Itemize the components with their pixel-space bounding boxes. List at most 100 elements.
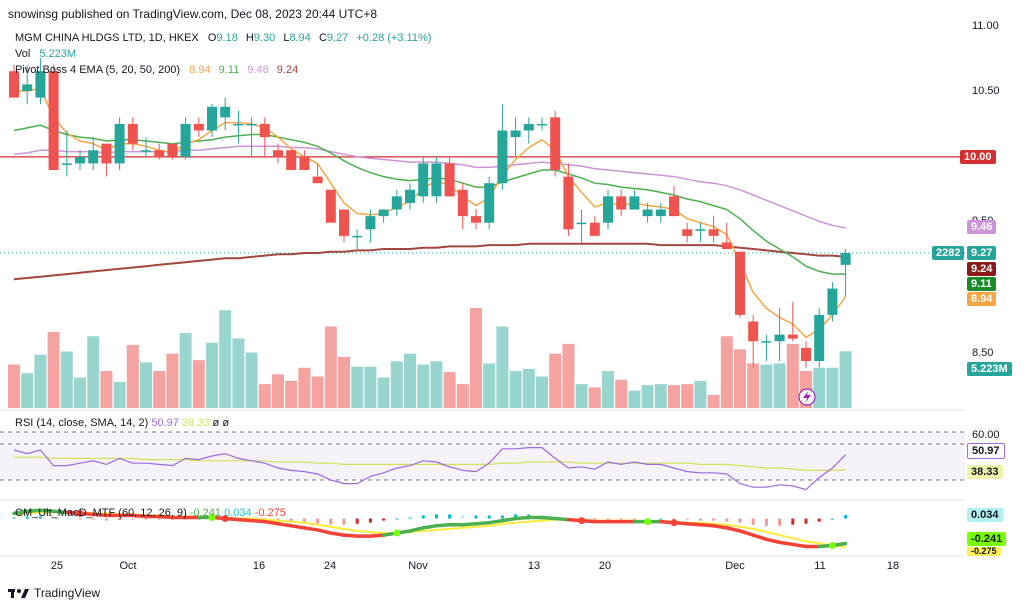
macd-histogram-bar: [632, 518, 636, 520]
candle-body: [167, 143, 178, 157]
volume-bar: [760, 364, 773, 408]
level-price-tag: 10.00: [960, 150, 996, 164]
volume-bar: [615, 379, 628, 408]
candle-body: [510, 130, 521, 138]
macd-line-segment: [236, 517, 254, 523]
candle-body: [207, 106, 217, 131]
macd-line-segment: [711, 524, 729, 530]
macd-histogram-bar: [514, 514, 518, 519]
candle-body: [827, 288, 838, 315]
volume-bar: [87, 336, 100, 408]
macd-line-segment: [249, 518, 267, 524]
macd-histogram-bar: [355, 518, 359, 524]
candle-body: [787, 334, 798, 339]
macd-line-segment: [91, 512, 109, 518]
macd-line-segment: [421, 524, 439, 530]
macd-histogram-bar: [698, 518, 702, 521]
candle-body: [484, 183, 495, 223]
candle-body: [141, 150, 151, 152]
date-tick: 13: [527, 560, 541, 572]
volume-bar: [324, 326, 337, 408]
macd-line-segment: [434, 523, 452, 528]
tradingview-logo-icon: [8, 589, 29, 598]
volume-bar: [364, 366, 377, 408]
macd-cross-dot: [221, 515, 229, 523]
ema-legend-row[interactable]: Pivot Boss 4 EMA (5, 20, 50, 200) 8.94 9…: [15, 62, 436, 78]
macd-legend[interactable]: CM_Ult_MacD_MTF (60, 12, 26, 9) -0.241 0…: [15, 507, 286, 519]
date-tick: 24: [323, 560, 337, 572]
symbol-legend-row[interactable]: MGM CHINA HLDGS LTD, 1D, HKEX O9.18 H9.3…: [15, 30, 436, 46]
candle-body: [193, 123, 204, 131]
candle-body: [444, 163, 455, 197]
volume-bar: [734, 349, 746, 408]
macd-histogram-bar: [131, 518, 135, 520]
macd-histogram-bar: [91, 518, 95, 520]
rsi-legend[interactable]: RSI (14, close, SMA, 14, 2) 50.97 38.33 …: [15, 417, 229, 429]
volume-label: Vol: [15, 48, 31, 60]
ema50-price-tag: 9.46: [967, 220, 997, 234]
macd-histogram-bar: [448, 514, 452, 519]
candle-body: [682, 229, 693, 236]
change-value: +0.28 (+3.11%): [356, 32, 432, 44]
low-value: 8.94: [289, 32, 311, 44]
macd-histogram-bar: [474, 515, 478, 519]
candle-body: [589, 222, 600, 236]
candle-body: [75, 156, 85, 164]
volume-bar: [47, 331, 60, 408]
volume-legend-row[interactable]: Vol 5.223M: [15, 46, 436, 62]
macd-line-segment: [408, 526, 425, 533]
macd-histogram-bar: [738, 518, 742, 523]
volume-bar: [813, 367, 826, 408]
rsi-sma-line: [14, 456, 846, 471]
candle-body: [655, 209, 666, 217]
macd-histogram-bar: [368, 518, 372, 523]
volume-bar: [311, 376, 324, 408]
volume-bar: [417, 364, 430, 408]
macd-histogram-bar: [78, 518, 82, 520]
volume-bar: [113, 381, 126, 408]
macd-line-segment: [487, 518, 505, 525]
macd-signal-tag: -0.275: [967, 547, 1001, 556]
macd-line-segment: [276, 521, 293, 528]
macd-label: CM_Ult_MacD_MTF (60, 12, 26, 9): [15, 507, 187, 519]
rsi-value-3: ø: [212, 417, 220, 429]
volume-bar: [179, 333, 192, 408]
volume-bar: [430, 361, 443, 408]
candle-body: [405, 189, 415, 203]
candle-body: [550, 117, 561, 171]
candle-body: [418, 163, 429, 197]
volume-bar: [483, 363, 496, 408]
candle-body: [431, 163, 442, 197]
macd-line-segment: [51, 509, 69, 515]
rsi-sma-tag: 38.33: [967, 465, 1003, 479]
volume-bar: [826, 367, 839, 408]
macd-line-segment: [764, 537, 782, 545]
date-tick: 16: [252, 560, 266, 572]
candle-body: [774, 334, 785, 342]
rsi-value: 50.97: [151, 417, 179, 429]
macd-histogram-bar: [712, 518, 716, 521]
macd-histogram-bar: [329, 518, 333, 525]
macd-line-segment: [368, 533, 386, 538]
macd-cross-dot: [76, 509, 84, 517]
tradingview-logo[interactable]: TradingView: [8, 586, 100, 600]
rsi-band-fill: [0, 432, 965, 480]
candle-body: [35, 71, 46, 98]
macd-histogram-bar: [421, 515, 425, 519]
macd-line-segment: [698, 523, 716, 528]
volume-bar: [100, 371, 113, 408]
volume-bar: [786, 343, 799, 408]
volume-bar: [192, 360, 205, 408]
date-tick: 25: [50, 560, 64, 572]
lightning-bolt-icon: [803, 391, 811, 403]
macd-histogram-bar: [791, 518, 795, 525]
candle-body: [286, 150, 297, 171]
candle-body: [814, 314, 825, 361]
volume-bar: [338, 356, 350, 408]
price-tick: 8.50: [972, 347, 994, 359]
macd-cross-dot: [644, 518, 652, 526]
candle-body: [101, 143, 112, 164]
candle-body: [246, 123, 257, 126]
volume-bar: [773, 363, 786, 408]
